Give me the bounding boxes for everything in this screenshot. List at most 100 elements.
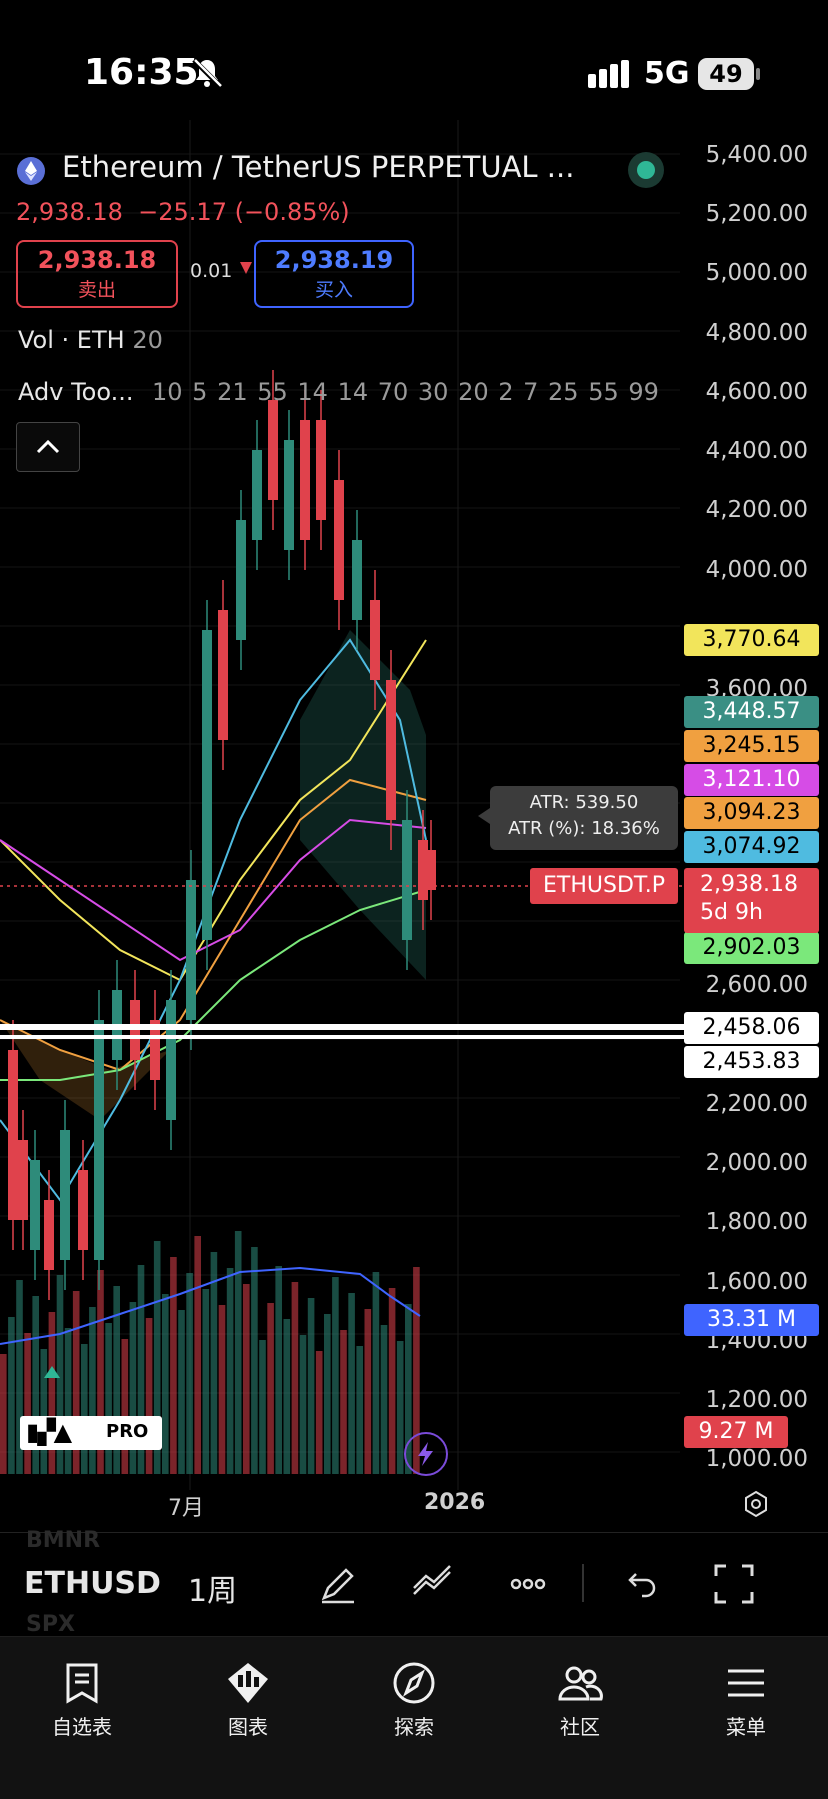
more-icon[interactable]	[506, 1562, 550, 1606]
volume-bar	[48, 1312, 56, 1474]
nav-label: 社区	[560, 1715, 600, 1739]
volume-bar	[234, 1231, 242, 1474]
signal-icon	[588, 60, 629, 88]
toolbar-divider	[0, 1532, 828, 1533]
undo-icon[interactable]	[618, 1562, 662, 1606]
buy-button[interactable]: 2,938.19 买入	[254, 240, 414, 308]
chart-icon	[228, 1663, 268, 1703]
nav-explore[interactable]: 探索	[354, 1647, 474, 1740]
last-price-value: 2,938.18	[700, 872, 798, 897]
volume-bar	[315, 1351, 323, 1474]
volume-bar	[372, 1272, 380, 1474]
ma-tag: 2,902.03	[684, 932, 819, 964]
candle-body	[94, 1020, 104, 1260]
sell-button[interactable]: 2,938.18 卖出	[16, 240, 178, 308]
candle-body	[202, 630, 212, 940]
symbol-price-tag: ETHUSDT.P	[530, 868, 678, 904]
candle-body	[60, 1130, 70, 1260]
atr-percent: ATR (%): 18.36%	[508, 818, 660, 839]
sell-price: 2,938.18	[37, 246, 157, 274]
price-axis-label: 4,000.00	[705, 557, 808, 583]
drawing-tools-icon[interactable]	[410, 1562, 454, 1606]
price-axis-label: 1,600.00	[705, 1269, 808, 1295]
bottom-navigation: 自选表 图表 探索 社区 菜单	[0, 1636, 828, 1799]
candle-body	[426, 850, 436, 890]
volume-bar	[186, 1273, 193, 1474]
nav-label: 自选表	[52, 1715, 112, 1739]
volume-bar	[291, 1282, 299, 1474]
toolbar-separator	[582, 1564, 584, 1602]
volume-bar	[40, 1349, 48, 1474]
volume-bar	[283, 1319, 291, 1474]
volume-bar	[356, 1346, 363, 1474]
fullscreen-icon[interactable]	[712, 1562, 756, 1606]
time-axis-year: 2026	[424, 1490, 486, 1515]
volume-indicator-label[interactable]: Vol · ETH 20	[18, 326, 163, 354]
battery-level: 49	[698, 58, 754, 90]
chart-settings-icon[interactable]	[742, 1490, 770, 1518]
candle-body	[316, 420, 326, 520]
symbol-selector[interactable]: ETHUSD	[24, 1566, 161, 1601]
community-icon	[558, 1666, 603, 1701]
candle-body	[78, 1170, 88, 1250]
volume-bar	[24, 1333, 31, 1474]
battery-cap	[756, 68, 760, 80]
price-axis-label: 5,200.00	[705, 201, 808, 227]
volume-bar	[259, 1340, 266, 1474]
nav-chart[interactable]: 图表	[188, 1647, 308, 1740]
volume-bar	[105, 1323, 112, 1474]
volume-bar	[56, 1275, 64, 1474]
buy-price: 2,938.19	[274, 246, 394, 274]
atr-tooltip: ATR: 539.50 ATR (%): 18.36%	[490, 786, 678, 850]
price-axis-label: 2,000.00	[705, 1150, 808, 1176]
volume-bar	[194, 1236, 201, 1474]
ma-line	[0, 638, 427, 1202]
pen-icon[interactable]	[316, 1562, 360, 1606]
volume-bar	[202, 1289, 210, 1474]
volume-bar	[324, 1314, 331, 1474]
ma-tag: 3,448.57	[684, 696, 819, 728]
volume-bar	[81, 1344, 88, 1474]
volume-bar	[121, 1339, 129, 1474]
volume-ma-line	[0, 1266, 421, 1345]
candle-body	[352, 540, 362, 620]
volume-bar	[137, 1265, 145, 1474]
volume-bar	[89, 1307, 96, 1474]
nav-watchlist[interactable]: 自选表	[22, 1647, 142, 1740]
lightning-button[interactable]	[404, 1432, 448, 1476]
candle-body	[218, 610, 228, 740]
price-chart[interactable]	[0, 120, 828, 1520]
price-axis-label: 1,800.00	[705, 1209, 808, 1235]
candle-body	[268, 400, 278, 500]
volume-bar	[129, 1302, 137, 1474]
tv-logo-pro: PRO	[106, 1421, 149, 1442]
symbol-title[interactable]: Ethereum / TetherUS PERPETUAL ...	[62, 150, 575, 184]
volume-bar	[153, 1241, 161, 1474]
candle-body	[30, 1160, 40, 1250]
volume-bar	[0, 1354, 7, 1474]
volume-bar	[64, 1328, 72, 1474]
hline-tag: 2,453.83	[684, 1046, 819, 1078]
signal-marker	[44, 1366, 60, 1378]
nav-label: 菜单	[726, 1715, 766, 1739]
collapse-indicators-button[interactable]	[16, 422, 80, 472]
price-axis-label: 5,000.00	[705, 260, 808, 286]
volume-bar	[170, 1257, 177, 1474]
last-price: 2,938.18	[16, 198, 123, 226]
sell-label: 卖出	[77, 279, 116, 301]
adv-tools-values: 10 5 21 55 14 14 70 30 20 2 7 25 55 99	[152, 378, 659, 406]
candle-body	[150, 1020, 160, 1080]
interval-selector[interactable]: 1周	[188, 1574, 238, 1609]
volume-bar	[97, 1270, 104, 1474]
adv-tools-label[interactable]: Adv Too...	[18, 378, 134, 406]
tv-logo-mark: ▮▞▲	[26, 1418, 72, 1446]
volume-bar	[113, 1286, 120, 1474]
price-axis-label: 4,800.00	[705, 320, 808, 346]
ma-tag: 3,245.15	[684, 730, 819, 762]
volume-bar	[307, 1298, 315, 1474]
candle-body	[186, 880, 196, 1020]
nav-community[interactable]: 社区	[520, 1647, 640, 1740]
market-status-dot[interactable]	[628, 152, 664, 188]
volume-bar	[275, 1266, 282, 1474]
nav-menu[interactable]: 菜单	[686, 1647, 806, 1740]
